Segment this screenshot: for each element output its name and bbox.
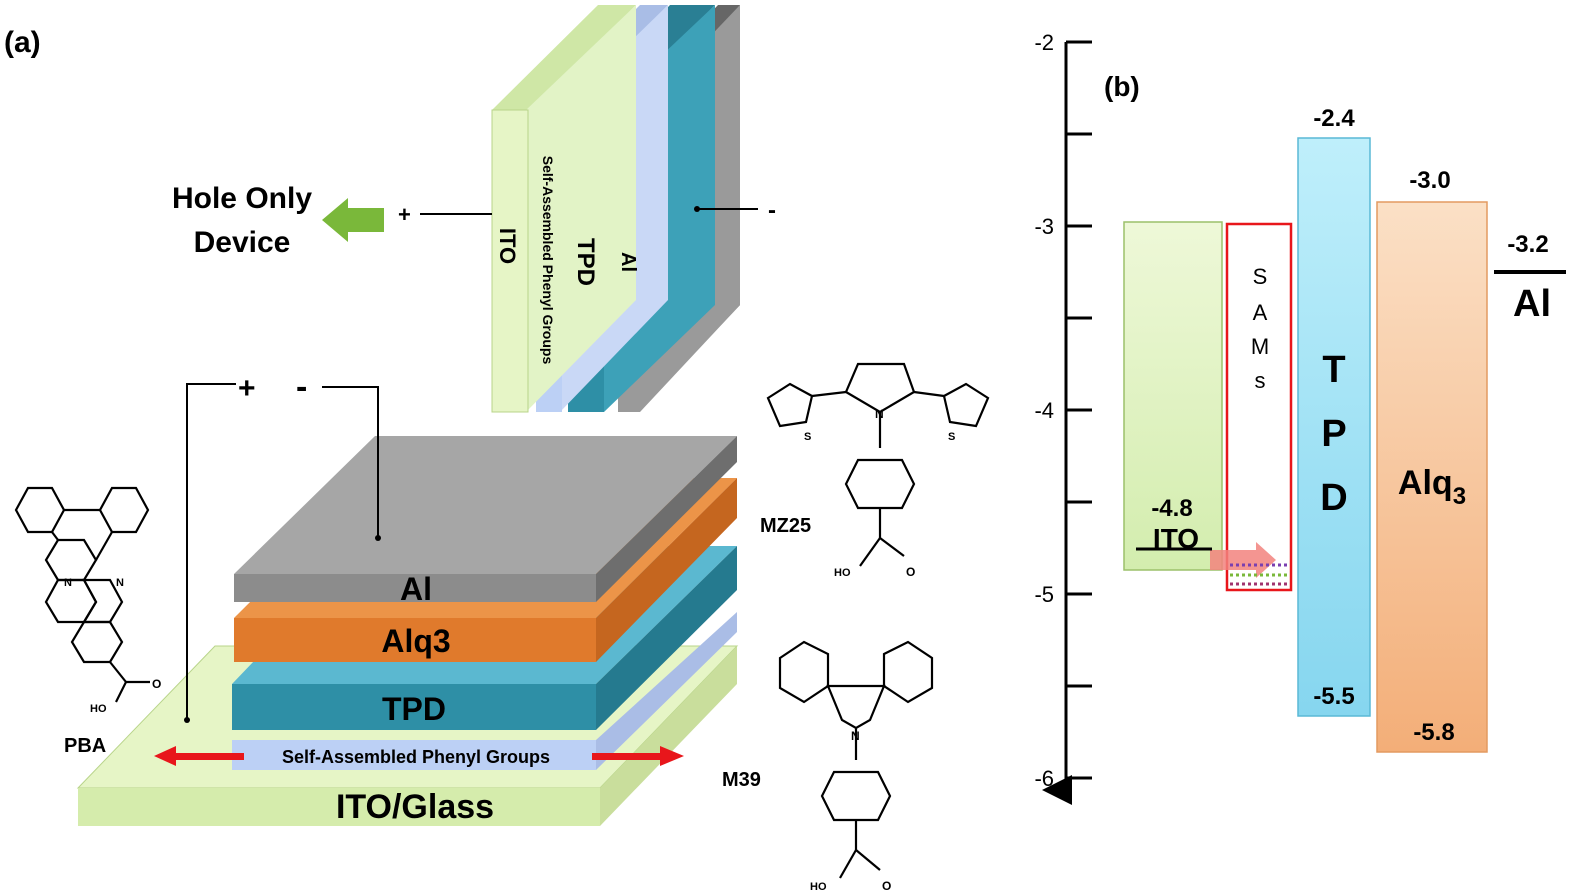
al-value: -3.2 <box>1507 231 1548 258</box>
molecule-mz25 <box>766 362 990 567</box>
al-name: Al <box>1513 283 1551 325</box>
mz25-o: O <box>906 565 915 579</box>
tpd-letter-2: D <box>1320 477 1347 519</box>
tpd-bar <box>1297 137 1371 717</box>
tpd-homo: -5.5 <box>1313 683 1354 710</box>
mz25-ho: HO <box>834 567 851 579</box>
ito-bar <box>1123 221 1223 571</box>
stack-device: Al Alq3 TPD Self-Assembled Phenyl Groups… <box>76 368 739 826</box>
axis-tick-label: -5 <box>1034 582 1054 607</box>
axis-tick-label: -3 <box>1034 214 1054 239</box>
alq3-name: Alq3 <box>1398 464 1466 510</box>
hole-only-minus: - <box>768 197 776 224</box>
panel-a-label: (a) <box>4 26 41 59</box>
hole-only-sam-label: Self-Assembled Phenyl Groups <box>540 156 556 365</box>
m39-o: O <box>882 879 891 893</box>
panel-b-label: (b) <box>1104 71 1140 102</box>
alq3-homo: -5.8 <box>1413 719 1454 746</box>
alq3-lumo: -3.0 <box>1409 167 1450 194</box>
stack-sam-label: Self-Assembled Phenyl Groups <box>282 747 550 767</box>
axis-tick-label: -4 <box>1034 398 1054 423</box>
hole-only-ito-label: ITO <box>495 228 520 264</box>
stack-al-layer <box>234 436 737 602</box>
hole-only-title-line1: Hole Only <box>172 182 312 215</box>
molecule-m39 <box>778 640 934 879</box>
tpd-letter-1: P <box>1321 413 1346 455</box>
sams-letter-1: A <box>1253 300 1268 325</box>
molecule-pba <box>14 486 150 703</box>
m39-label: M39 <box>722 769 761 791</box>
sams-bar <box>1225 222 1293 592</box>
stack-sam-layer <box>232 612 737 770</box>
pba-n-right: N <box>116 577 124 589</box>
energy-diagram: (b) -2-3-4-5-6 -4.8 ITO S A M s T P D -2… <box>1034 30 1566 805</box>
m39-n: N <box>851 729 860 743</box>
axis-tick-label: -6 <box>1034 766 1054 791</box>
spread-arrow-left <box>154 746 244 766</box>
mz25-s-right: S <box>948 431 955 443</box>
sams-letter-3: s <box>1255 368 1266 393</box>
pba-n-left: N <box>64 577 72 589</box>
pba-o: O <box>152 677 161 691</box>
hole-only-arrow <box>322 198 384 242</box>
hole-only-plus: + <box>398 202 411 227</box>
hole-only-al-label: Al <box>617 252 639 272</box>
stack-ito-glass-label: ITO/Glass <box>336 788 494 826</box>
stack-tpd-label: TPD <box>382 691 446 727</box>
m39-ho: HO <box>810 881 827 893</box>
tpd-letter-0: T <box>1322 349 1345 391</box>
hole-only-tpd-label: TPD <box>572 238 599 286</box>
alq3-name-main: Alq <box>1398 464 1453 502</box>
hole-only-device: ITO Self-Assembled Phenyl Groups TPD Al … <box>172 5 776 413</box>
spread-arrow-right <box>592 746 684 766</box>
mz25-label: MZ25 <box>760 515 811 537</box>
injection-arrow <box>1210 542 1276 578</box>
pba-label: PBA <box>64 735 106 757</box>
sams-letter-2: M <box>1251 334 1269 359</box>
stack-plus: + <box>238 372 256 405</box>
sams-letter-0: S <box>1253 264 1268 289</box>
tpd-lumo: -2.4 <box>1313 105 1355 132</box>
hole-only-ito-slab <box>491 5 636 413</box>
alq3-bar <box>1376 201 1488 753</box>
axis-tick-label: -2 <box>1034 30 1054 55</box>
mz25-s-left: S <box>804 431 811 443</box>
stack-al-label: Al <box>400 571 432 607</box>
stack-minus: - <box>296 368 307 406</box>
axis-ticks: -2 -3 -4 -5 -6 <box>1034 30 1092 791</box>
alq3-name-sub: 3 <box>1453 483 1466 510</box>
ito-value: -4.8 <box>1151 495 1192 522</box>
mz25-n: N <box>875 407 884 421</box>
stack-alq3-label: Alq3 <box>381 623 450 659</box>
hole-only-title-line2: Device <box>194 226 291 259</box>
pba-ho: HO <box>90 703 107 715</box>
